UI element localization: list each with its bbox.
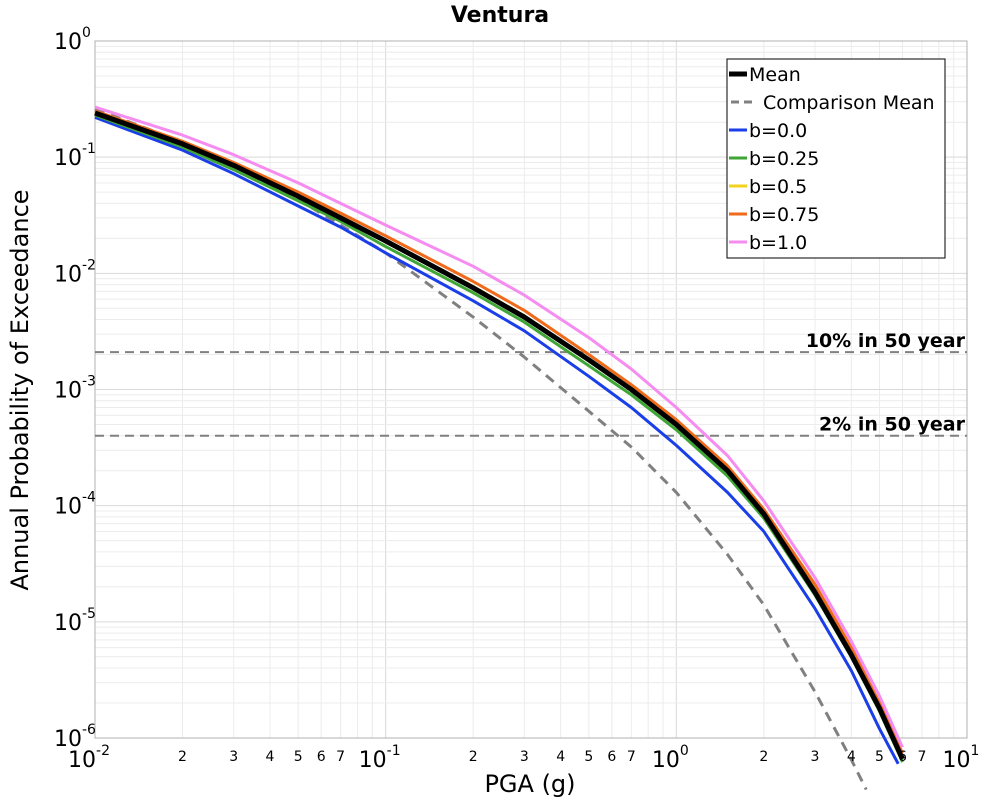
y-axis-label: Annual Probability of Exceedance [6, 189, 34, 590]
series-line-b-1-0 [94, 105, 904, 749]
x-minor-tick-label: 3 [811, 749, 820, 765]
grid-lines [94, 41, 967, 739]
x-major-tick-label: 100 [652, 743, 689, 773]
series-line-b-0-0 [94, 115, 900, 765]
chart-title: Ventura [451, 3, 549, 28]
x-minor-tick-label: 5 [584, 749, 593, 765]
series-lines [94, 105, 905, 791]
x-major-tick-label: 10-2 [68, 743, 110, 773]
x-axis-label: PGA (g) [484, 770, 575, 798]
legend-label-b-0-5: b=0.5 [749, 176, 807, 198]
y-major-tick-label: 10-5 [54, 606, 96, 636]
x-major-tick-label: 10-1 [359, 743, 401, 773]
x-minor-tick-label: 7 [627, 749, 636, 765]
x-minor-tick-label: 6 [898, 749, 907, 765]
y-major-tick-label: 10-1 [54, 141, 96, 171]
x-minor-tick-label: 4 [847, 749, 856, 765]
x-major-tick-label: 101 [943, 743, 980, 773]
x-minor-tick-label: 5 [294, 749, 303, 765]
legend-label-b-0-0: b=0.0 [749, 120, 807, 142]
legend-box [726, 58, 946, 259]
x-minor-tick-label: 4 [556, 749, 565, 765]
x-minor-tick-label: 2 [178, 749, 187, 765]
x-minor-tick-label: 7 [918, 749, 927, 765]
legend-label-b-1-0: b=1.0 [749, 232, 807, 254]
legend: Mean Comparison Mean b=0.0 b=0.25 b=0.5 b=0.7… [726, 58, 946, 259]
y-major-tick-label: 10-6 [54, 722, 96, 752]
y-major-tick-label: 10-3 [54, 374, 96, 404]
x-minor-tick-label: 5 [875, 749, 884, 765]
x-minor-tick-label: 2 [759, 749, 768, 765]
series-line-b-0-75 [94, 109, 904, 754]
series-line-mean [94, 110, 905, 761]
legend-label-b-0-25: b=0.25 [749, 148, 819, 170]
y-major-tick-label: 10-2 [54, 257, 96, 287]
x-minor-tick-label: 4 [266, 749, 275, 765]
x-minor-tick-label: 3 [229, 749, 238, 765]
y-major-tick-label: 100 [54, 25, 91, 55]
reference-label-2-in-50-year: 2% in 50 year [819, 414, 966, 436]
x-minor-tick-label: 7 [336, 749, 345, 765]
x-minor-tick-label: 3 [520, 749, 529, 765]
legend-label-comparison-mean: Comparison Mean [763, 92, 935, 114]
x-minor-tick-label: 6 [317, 749, 326, 765]
y-tick-labels: 100 10-1 10-2 10-3 10-4 10-5 10-6 [54, 25, 96, 752]
reference-lines: 10% in 50 year 2% in 50 year [95, 330, 967, 437]
legend-label-mean: Mean [749, 64, 801, 86]
y-major-tick-label: 10-4 [54, 490, 96, 520]
reference-label-10-in-50-year: 10% in 50 year [806, 330, 966, 352]
x-minor-tick-label: 6 [607, 749, 616, 765]
x-minor-tick-label: 2 [469, 749, 478, 765]
legend-label-b-0-75: b=0.75 [749, 204, 819, 226]
plot-frame [94, 40, 968, 739]
